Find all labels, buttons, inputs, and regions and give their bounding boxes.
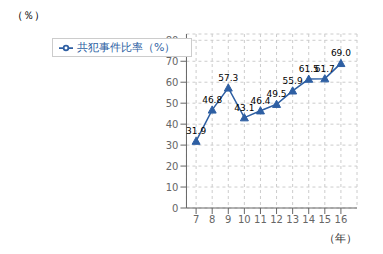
svg-text:46.8: 46.8 — [202, 95, 222, 105]
svg-text:30: 30 — [166, 140, 179, 151]
svg-text:57.3: 57.3 — [218, 73, 238, 83]
svg-text:50: 50 — [166, 98, 179, 109]
svg-text:49.5: 49.5 — [267, 89, 287, 99]
svg-text:0: 0 — [172, 203, 178, 214]
svg-text:40: 40 — [166, 119, 179, 130]
svg-text:13: 13 — [286, 214, 299, 225]
svg-text:20: 20 — [166, 161, 179, 172]
svg-text:（年）: （年） — [324, 232, 357, 245]
svg-text:11: 11 — [254, 214, 267, 225]
svg-text:69.0: 69.0 — [331, 48, 351, 58]
svg-text:15: 15 — [318, 214, 331, 225]
svg-text:31.9: 31.9 — [186, 126, 206, 136]
svg-text:12: 12 — [270, 214, 283, 225]
svg-text:14: 14 — [302, 214, 315, 225]
svg-text:70: 70 — [166, 56, 179, 67]
svg-text:55.9: 55.9 — [283, 76, 303, 86]
svg-text:60: 60 — [166, 77, 179, 88]
svg-text:9: 9 — [225, 214, 231, 225]
svg-text:80: 80 — [166, 35, 179, 46]
svg-text:8: 8 — [209, 214, 215, 225]
svg-text:16: 16 — [335, 214, 348, 225]
svg-text:10: 10 — [238, 214, 251, 225]
svg-text:7: 7 — [193, 214, 199, 225]
svg-text:10: 10 — [166, 182, 179, 193]
svg-text:61.7: 61.7 — [315, 64, 335, 74]
